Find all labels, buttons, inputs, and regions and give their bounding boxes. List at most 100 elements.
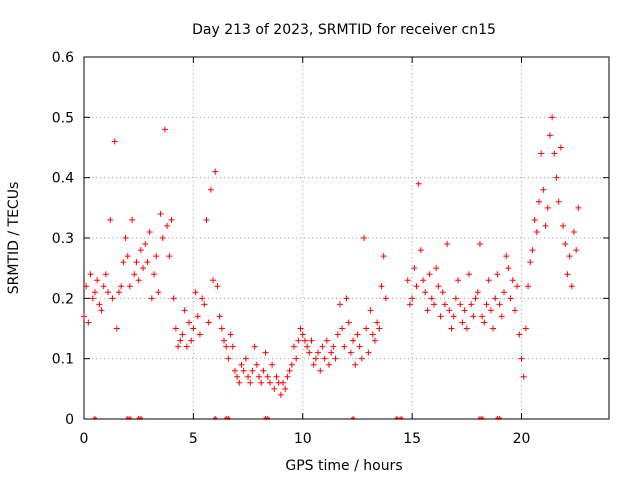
data-point (256, 373, 262, 380)
data-point (212, 168, 219, 175)
data-point (371, 337, 378, 344)
data-point (240, 367, 247, 374)
data-point (361, 235, 367, 241)
data-point (168, 216, 175, 223)
data-point (170, 295, 177, 302)
data-point (291, 343, 297, 350)
data-point (107, 216, 114, 223)
data-point (83, 283, 90, 290)
data-point (151, 271, 157, 278)
data-point (183, 343, 190, 350)
data-point (260, 367, 267, 374)
data-point (98, 307, 105, 314)
data-point (494, 271, 501, 278)
grid-lines (84, 57, 609, 419)
data-point (293, 355, 300, 362)
data-point (424, 307, 431, 314)
data-point (525, 283, 532, 290)
data-point (262, 349, 269, 356)
data-point (501, 289, 507, 296)
data-point (339, 325, 346, 332)
data-point (326, 361, 332, 368)
data-point (286, 367, 293, 374)
data-point (374, 319, 381, 326)
data-point (126, 283, 133, 290)
data-point (301, 337, 308, 344)
data-point (415, 180, 422, 187)
data-point (422, 289, 429, 296)
data-point (231, 367, 238, 374)
data-point (153, 253, 160, 260)
data-point (321, 355, 328, 362)
ground-tick (351, 416, 356, 420)
data-point (404, 277, 411, 284)
data-point (433, 265, 440, 272)
data-point (196, 331, 203, 338)
y-axis-label: SRMTID / TECUs (6, 182, 22, 295)
data-point (120, 259, 127, 266)
data-point (352, 361, 359, 368)
data-point (406, 301, 413, 308)
data-point (159, 235, 166, 241)
data-point (564, 271, 571, 278)
y-axis-ticks: 0 0.1 0.2 0.3 0.4 0.5 0.6 (52, 50, 609, 428)
data-point (505, 265, 512, 272)
data-point (431, 301, 437, 308)
data-point (216, 313, 223, 320)
data-point (116, 289, 122, 296)
data-point (87, 271, 94, 278)
data-point (146, 228, 153, 235)
data-point (229, 343, 236, 350)
data-point (518, 355, 525, 362)
data-point (238, 361, 245, 368)
data-point (288, 361, 295, 368)
data-point (317, 367, 324, 374)
x-tick-label: 0 (80, 431, 89, 447)
data-point (448, 325, 455, 332)
chart-title: Day 213 of 2023, SRMTID for receiver cn1… (192, 22, 496, 38)
data-point (435, 283, 442, 290)
data-point (242, 355, 249, 362)
data-point (551, 150, 558, 157)
data-point (426, 271, 433, 278)
data-point (166, 253, 173, 260)
data-point (207, 186, 214, 193)
data-point (544, 204, 551, 211)
data-point (295, 337, 302, 344)
data-point (247, 379, 254, 386)
data-point (520, 373, 527, 380)
data-point (266, 379, 273, 386)
data-point (129, 216, 136, 223)
data-point (492, 295, 499, 302)
data-point (533, 228, 540, 235)
data-point (194, 313, 201, 320)
data-point (516, 331, 523, 338)
data-point (328, 349, 335, 356)
data-point (203, 216, 210, 223)
data-point (369, 331, 376, 338)
data-point (514, 283, 521, 290)
data-point (487, 307, 494, 314)
y-tick-label: 0 (65, 412, 74, 428)
data-point (452, 295, 459, 302)
data-point (188, 337, 195, 344)
data-point (411, 265, 418, 272)
x-axis-label: GPS time / hours (285, 458, 402, 474)
data-point (201, 301, 208, 308)
data-point (297, 325, 304, 332)
data-point (566, 253, 573, 260)
data-point (271, 385, 278, 392)
data-point (221, 337, 227, 344)
data-point (312, 355, 319, 362)
y-tick-label: 0.6 (52, 50, 74, 66)
data-point (227, 331, 234, 338)
data-point (299, 331, 306, 338)
data-point (345, 319, 352, 326)
data-point (164, 222, 171, 229)
data-point (444, 241, 451, 248)
data-point (571, 228, 577, 235)
data-point (118, 283, 125, 290)
data-point (476, 241, 483, 248)
data-points (81, 114, 582, 398)
data-point (496, 301, 503, 308)
